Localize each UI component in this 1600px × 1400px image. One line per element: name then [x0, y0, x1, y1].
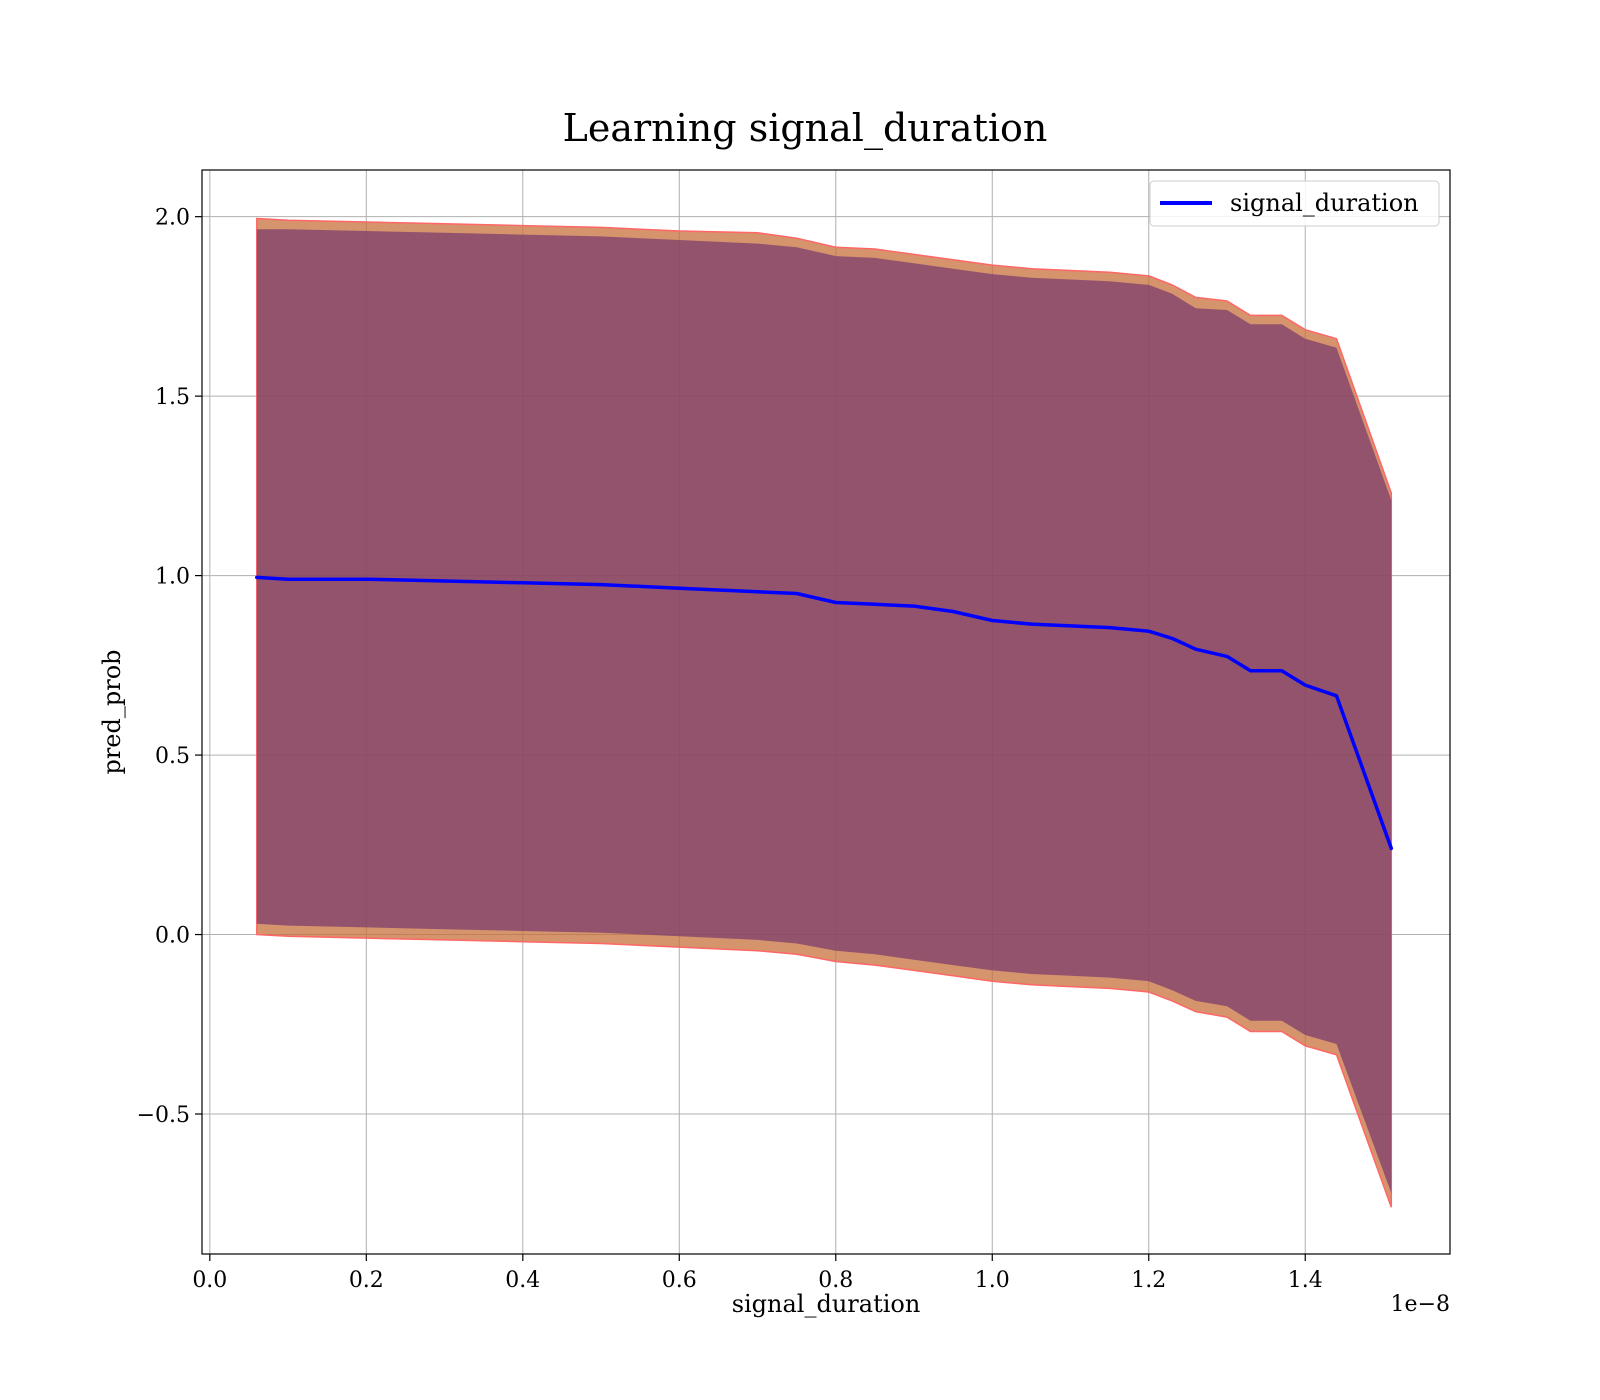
series-line-signal-duration	[255, 575, 1394, 851]
legend-box	[1149, 180, 1440, 227]
y-tick-label: 1.5	[155, 385, 190, 410]
x-tick-label: 0.0	[192, 1268, 227, 1293]
y-tick-label: 0.5	[155, 744, 190, 769]
x-tick-label: 0.2	[349, 1268, 384, 1293]
y-tick-label: 2.0	[155, 206, 190, 231]
series-lines	[255, 575, 1394, 851]
y-axis-ticks: −0.5 0.0 0.5 1.0 1.5 2.0	[137, 206, 202, 1128]
y-axis-label: pred_prob	[98, 649, 126, 774]
x-tick-label: 0.6	[662, 1268, 697, 1293]
plot-frame	[201, 169, 1451, 1255]
y-tick-label: 1.0	[155, 565, 190, 590]
x-tick-label: 0.8	[818, 1268, 853, 1293]
confidence-bands	[256, 217, 1393, 1208]
legend-entry: signal_duration	[1230, 189, 1419, 217]
legend: signal_duration	[1149, 180, 1440, 227]
x-tick-label: 1.0	[975, 1268, 1010, 1293]
y-tick-label: 0.0	[155, 924, 190, 949]
inner-confidence-band	[256, 229, 1392, 1193]
x-axis-label: signal_duration	[732, 1290, 921, 1318]
chart-title: Learning signal_duration	[563, 106, 1048, 151]
y-tick-label: −0.5	[137, 1103, 190, 1128]
x-tick-label: 1.4	[1288, 1268, 1323, 1293]
x-axis-ticks: 0.0 0.2 0.4 0.6 0.8 1.0 1.2 1.4	[192, 1254, 1323, 1293]
x-tick-label: 1.2	[1131, 1268, 1166, 1293]
x-tick-label: 0.4	[505, 1268, 540, 1293]
x-axis-offset-label: 1e−8	[1391, 1292, 1450, 1317]
